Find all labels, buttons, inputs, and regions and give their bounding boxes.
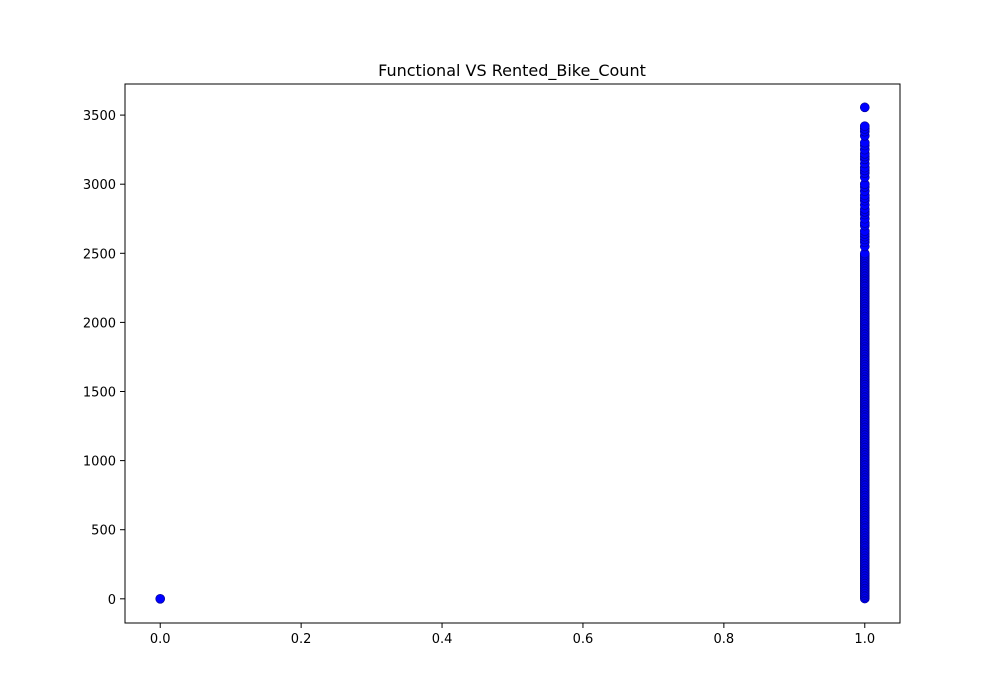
y-tick-label: 0	[108, 593, 116, 608]
y-tick-label: 2000	[83, 316, 116, 331]
plot-frame	[124, 83, 901, 624]
x-tick-label: 1.0	[854, 632, 875, 647]
y-tick-label: 1500	[83, 386, 116, 401]
x-tick-label: 0.2	[291, 632, 312, 647]
x-tick-label: 0.6	[573, 632, 594, 647]
y-tick-label: 3000	[83, 178, 116, 193]
y-axis: 0 500 1000 1500 2000 2500 3000 3500	[83, 109, 125, 608]
y-tick-label: 500	[91, 524, 116, 539]
x-tick-label: 0.0	[150, 632, 171, 647]
y-tick-label: 3500	[83, 109, 116, 124]
y-tick-label: 1000	[83, 455, 116, 470]
data-point	[859, 121, 870, 131]
chart-title: Functional VS Rented_Bike_Count	[378, 61, 646, 81]
data-point	[859, 102, 870, 113]
y-tick-label: 2500	[83, 247, 116, 262]
x-axis: 0.0 0.2 0.4 0.6 0.8 1.0	[150, 623, 875, 647]
x-tick-label: 0.4	[432, 632, 453, 647]
data-point	[155, 594, 166, 604]
x-tick-label: 0.8	[714, 632, 735, 647]
points-layer	[155, 102, 870, 604]
